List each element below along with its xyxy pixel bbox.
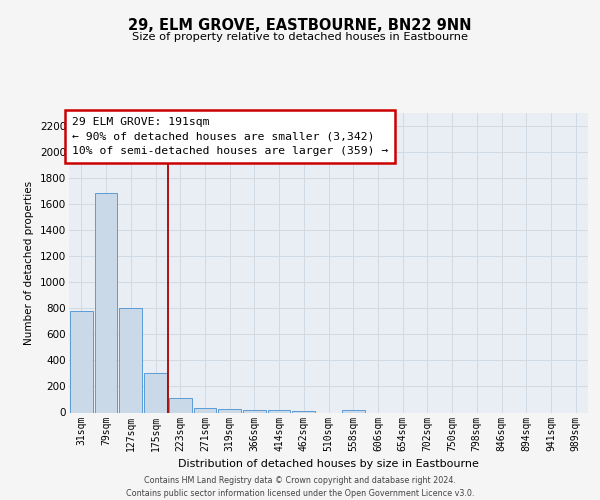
Bar [194, 408, 216, 412]
Y-axis label: Number of detached properties: Number of detached properties [25, 180, 34, 344]
Bar [268, 410, 290, 412]
Bar [70, 312, 93, 412]
Text: Size of property relative to detached houses in Eastbourne: Size of property relative to detached ho… [132, 32, 468, 42]
X-axis label: Distribution of detached houses by size in Eastbourne: Distribution of detached houses by size … [178, 459, 479, 469]
Bar [144, 374, 167, 412]
Bar [169, 398, 191, 412]
Bar [119, 308, 142, 412]
Text: Contains public sector information licensed under the Open Government Licence v3: Contains public sector information licen… [126, 489, 474, 498]
Bar [95, 194, 118, 412]
Bar [292, 411, 315, 412]
Text: Contains HM Land Registry data © Crown copyright and database right 2024.: Contains HM Land Registry data © Crown c… [144, 476, 456, 485]
Text: 29 ELM GROVE: 191sqm
← 90% of detached houses are smaller (3,342)
10% of semi-de: 29 ELM GROVE: 191sqm ← 90% of detached h… [71, 117, 388, 156]
Bar [342, 410, 365, 412]
Text: 29, ELM GROVE, EASTBOURNE, BN22 9NN: 29, ELM GROVE, EASTBOURNE, BN22 9NN [128, 18, 472, 32]
Bar [218, 409, 241, 412]
Bar [243, 410, 266, 412]
